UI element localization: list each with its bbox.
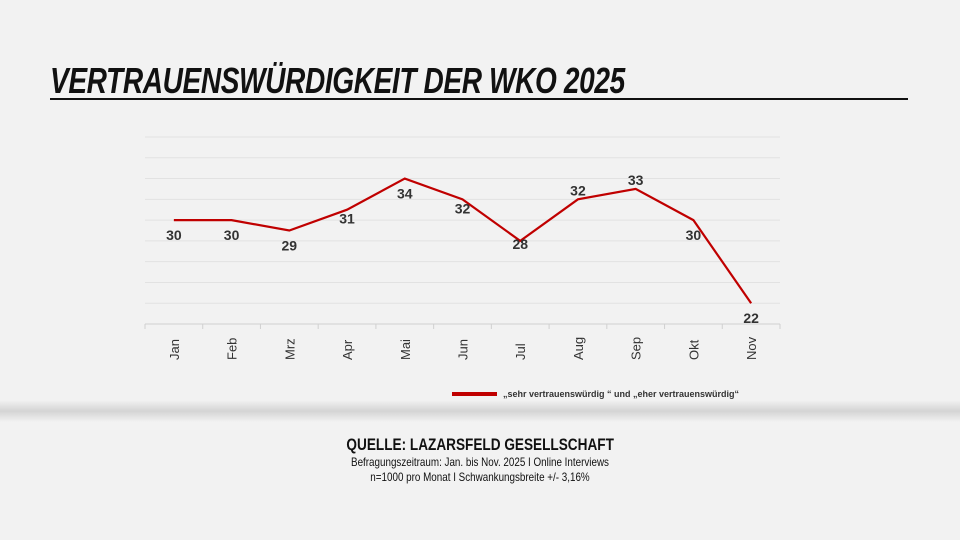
data-label: 32 [455, 200, 471, 216]
data-label: 29 [282, 238, 298, 254]
data-label: 30 [224, 227, 240, 243]
x-tick-label: Nov [744, 336, 759, 360]
x-tick-label: Apr [340, 339, 355, 360]
source-line-1: Befragungszeitraum: Jan. bis Nov. 2025 I… [351, 455, 609, 469]
x-tick-label: Mai [398, 339, 413, 360]
legend-label: „sehr vertrauenswürdig “ und „eher vertr… [503, 389, 740, 399]
x-tick-label: Feb [225, 338, 240, 360]
source-heading: QUELLE: LAZARSFELD GESELLSCHAFT [346, 435, 614, 454]
page-title: VERTRAUENSWÜRDIGKEIT DER WKO 2025 [50, 60, 625, 101]
x-tick-label: Jul [513, 343, 528, 360]
x-tick-label: Okt [686, 339, 701, 360]
x-tick-label: Aug [571, 337, 586, 360]
title-divider [50, 98, 908, 100]
data-label: 28 [512, 236, 528, 252]
x-tick-label: Sep [629, 337, 644, 360]
x-tick-label: Mrz [282, 338, 297, 360]
data-label: 34 [397, 186, 413, 202]
x-tick-label: Jan [167, 339, 182, 360]
line-chart: Jan Feb Mrz Apr Mai Jun Jul Aug Sep Okt Nov 30 30 29 3… [144, 136, 781, 360]
legend-swatch [452, 392, 497, 396]
data-label: 22 [743, 310, 759, 326]
legend: „sehr vertrauenswürdig “ und „eher vertr… [452, 389, 739, 399]
data-label: 30 [686, 227, 702, 243]
data-label: 31 [339, 211, 355, 227]
source-block: QUELLE: LAZARSFELD GESELLSCHAFT Befragun… [0, 435, 960, 485]
source-line-2: n=1000 pro Monat I Schwankungsbreite +/-… [370, 470, 590, 484]
divider-band [0, 400, 960, 422]
data-label: 30 [166, 227, 182, 243]
data-label: 33 [628, 172, 644, 188]
x-tick-label: Jun [456, 339, 471, 360]
data-label: 32 [570, 182, 586, 198]
